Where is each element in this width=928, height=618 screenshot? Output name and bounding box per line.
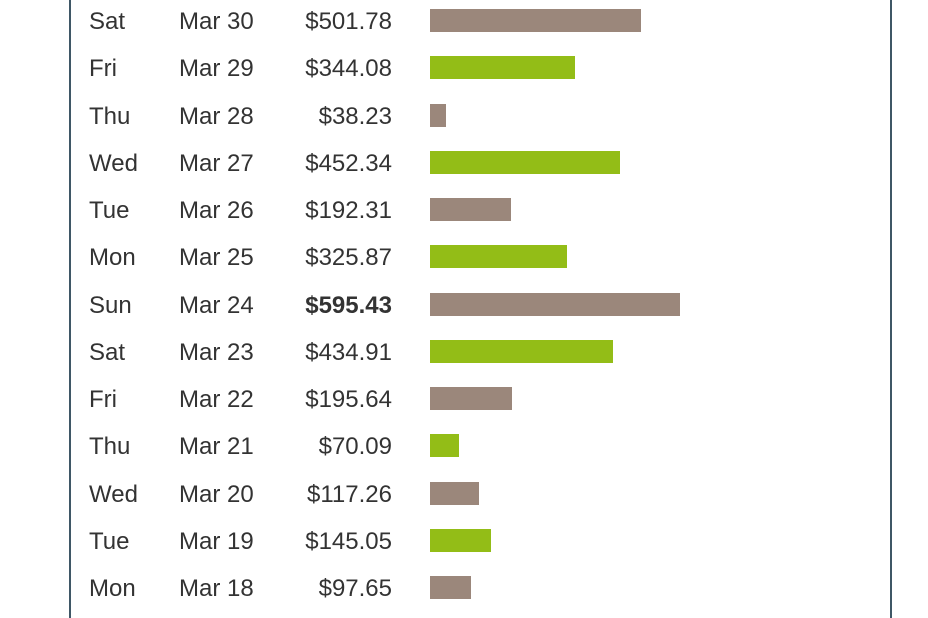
row-date-label: Mar 24 <box>179 291 254 319</box>
row-amount-value: $501.78 <box>305 8 392 35</box>
sales-row: Fri Mar 29 $344.08 <box>71 45 890 92</box>
sales-bar <box>430 56 575 80</box>
row-amount-value: $117.26 <box>307 480 392 508</box>
row-amount-value: $145.05 <box>305 527 392 555</box>
sales-bar <box>430 528 491 552</box>
sales-bar <box>430 481 479 505</box>
sales-bar <box>430 292 680 316</box>
row-day-label: Wed <box>89 149 138 177</box>
row-day-label: Tue <box>89 197 130 224</box>
sales-bar <box>430 434 459 458</box>
sales-row: Mon Mar 18 $97.65 <box>71 565 890 612</box>
sales-bar <box>430 576 471 599</box>
row-amount-value: $195.64 <box>305 386 392 413</box>
sales-bar <box>430 245 567 269</box>
sales-row: Tue Mar 19 $145.05 <box>71 518 890 565</box>
row-amount-value: $38.23 <box>318 102 392 130</box>
sales-bar <box>430 150 620 174</box>
row-day-label: Mon <box>89 575 136 602</box>
sales-bar <box>430 339 613 363</box>
row-day-label: Thu <box>89 433 131 461</box>
sales-row: Sat Mar 30 $501.78 <box>71 0 890 45</box>
sales-row: Wed Mar 20 $117.26 <box>71 471 890 518</box>
row-amount-value: $434.91 <box>305 338 392 366</box>
row-date-label: Mar 20 <box>179 480 254 508</box>
row-day-label: Sun <box>89 291 132 319</box>
sales-row: Tue Mar 26 $192.31 <box>71 187 890 234</box>
row-day-label: Mon <box>89 244 136 272</box>
row-amount-value: $452.34 <box>305 149 392 177</box>
row-day-label: Wed <box>89 480 138 508</box>
row-day-label: Fri <box>89 386 117 413</box>
row-date-label: Mar 30 <box>179 8 254 35</box>
sales-row: Thu Mar 21 $70.09 <box>71 423 890 470</box>
row-amount-value: $97.65 <box>318 575 392 602</box>
sales-row: Fri Mar 22 $195.64 <box>71 376 890 423</box>
row-amount-value: $344.08 <box>305 55 392 83</box>
row-date-label: Mar 18 <box>179 575 254 602</box>
sales-row: Mon Mar 25 $325.87 <box>71 234 890 281</box>
sales-row: Wed Mar 27 $452.34 <box>71 140 890 187</box>
daily-sales-panel: Sat Mar 30 $501.78 Fri Mar 29 $344.08 Thu Mar 2… <box>69 0 892 618</box>
row-date-label: Mar 23 <box>179 338 254 366</box>
sales-bar <box>430 198 511 221</box>
row-date-label: Mar 26 <box>179 197 254 224</box>
row-date-label: Mar 22 <box>179 386 254 413</box>
sales-bar <box>430 9 641 32</box>
sales-bar <box>430 103 446 127</box>
row-day-label: Fri <box>89 55 117 83</box>
row-day-label: Thu <box>89 102 131 130</box>
row-date-label: Mar 27 <box>179 149 254 177</box>
row-day-label: Sat <box>89 8 126 35</box>
row-date-label: Mar 19 <box>179 527 254 555</box>
row-day-label: Sat <box>89 338 126 366</box>
row-date-label: Mar 21 <box>179 433 254 461</box>
row-amount-value: $595.43 <box>305 291 392 319</box>
sales-row: Thu Mar 28 $38.23 <box>71 93 890 140</box>
sales-bar <box>430 387 512 410</box>
row-amount-value: $325.87 <box>305 244 392 272</box>
sales-row: Sat Mar 23 $434.91 <box>71 329 890 376</box>
row-date-label: Mar 28 <box>179 102 254 130</box>
sales-row: Sun Mar 24 $595.43 <box>71 282 890 329</box>
row-date-label: Mar 29 <box>179 55 254 83</box>
row-amount-value: $192.31 <box>305 197 392 224</box>
row-date-label: Mar 25 <box>179 244 254 272</box>
row-day-label: Tue <box>89 527 130 555</box>
row-amount-value: $70.09 <box>318 433 392 461</box>
